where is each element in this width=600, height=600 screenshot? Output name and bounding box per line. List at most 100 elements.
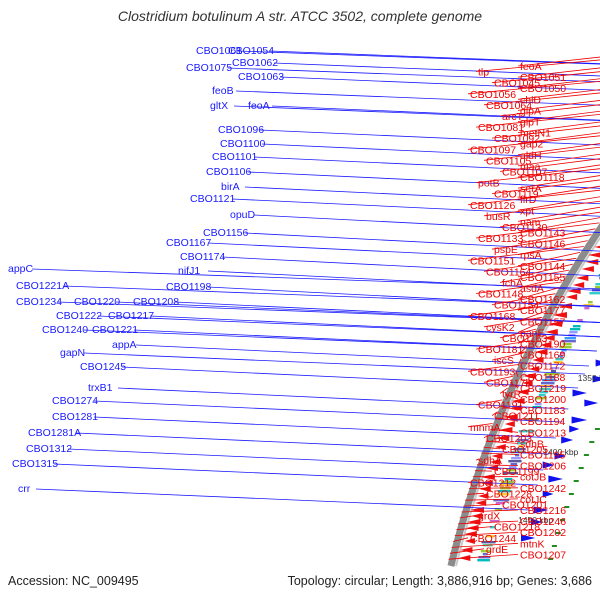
- reverse-gene-arrow: [491, 453, 503, 459]
- annotation-segment: [515, 454, 520, 457]
- reverse-gene-label: CBO1050: [520, 83, 566, 95]
- reverse-gene-label: iscS: [494, 355, 514, 367]
- reverse-gene-arrow: [494, 444, 506, 450]
- forward-label-line: [93, 400, 563, 423]
- reverse-gene-label: CBO1213: [520, 427, 566, 439]
- reverse-gene-label: CBO1144: [520, 261, 565, 273]
- forward-gene-arrow: [595, 359, 600, 367]
- forward-gene-label: CBO1100: [220, 138, 265, 150]
- forward-gene-label: CBO1096: [218, 124, 264, 136]
- annotation-segment: [507, 469, 516, 472]
- reverse-gene-label: CBO1168: [470, 311, 515, 323]
- reverse-gene-label: CBO1195: [520, 450, 565, 462]
- scale-dash: [551, 545, 557, 547]
- annotation-segment: [510, 463, 518, 466]
- reverse-label-line: [499, 328, 537, 339]
- forward-gene-label: gltX: [210, 100, 228, 112]
- reverse-gene-label: sdhB: [520, 438, 544, 450]
- forward-label-line: [247, 171, 600, 189]
- forward-gene-arrow: [571, 416, 588, 424]
- forward-label-line: [244, 186, 600, 205]
- scale-dash: [583, 454, 589, 456]
- forward-gene-label: gapN: [60, 347, 85, 359]
- reverse-label-line: [517, 322, 540, 333]
- forward-label-line: [149, 315, 600, 338]
- forward-label-line: [253, 214, 600, 233]
- reverse-gene-arrow: [539, 342, 552, 348]
- forward-label-line: [67, 448, 544, 471]
- scale-dash: [589, 441, 595, 443]
- reverse-gene-label: CBO1154: [494, 300, 539, 312]
- reverse-gene-arrow: [464, 531, 477, 537]
- scale-dash: [578, 467, 584, 469]
- forward-gene-arrow: [592, 375, 600, 383]
- annotation-segment: [541, 382, 555, 385]
- annotation-segment: [524, 418, 539, 421]
- forward-label-line: [227, 67, 600, 83]
- reverse-label-line: [517, 110, 600, 122]
- annotation-segment: [598, 274, 600, 277]
- reverse-gene-arrow: [522, 373, 536, 379]
- forward-label-line: [121, 366, 579, 389]
- forward-gene-label: trxB1: [88, 382, 113, 394]
- forward-label-line: [231, 198, 600, 217]
- reverse-gene-label: CBO1246: [520, 516, 566, 528]
- reverse-label-line: [458, 520, 519, 525]
- reverse-gene-label: tyrR: [502, 388, 522, 400]
- reverse-label-line: [467, 364, 519, 372]
- reverse-label-line: [517, 287, 559, 300]
- annotation-segment: [493, 499, 510, 502]
- reverse-label-line: [483, 146, 600, 161]
- reverse-label-line: [517, 78, 600, 89]
- annotation-segment: [481, 541, 496, 544]
- annotation-segment: [509, 466, 517, 469]
- reverse-gene-label: CBO1242: [520, 483, 566, 495]
- reverse-label-line: [517, 143, 600, 156]
- forward-label-line: [93, 416, 556, 439]
- forward-gene-label: CBO1245: [80, 361, 126, 373]
- reverse-gene-label: CBO1178: [486, 377, 531, 389]
- scale-dash: [560, 519, 565, 521]
- forward-gene-label: CBO1167: [166, 237, 211, 249]
- reverse-gene-label: grdX: [478, 511, 500, 523]
- forward-label-line: [97, 315, 600, 338]
- forward-label-line: [273, 62, 600, 77]
- reverse-label-line: [517, 311, 546, 322]
- forward-label-line: [31, 268, 600, 290]
- reverse-gene-label: CBO1164: [486, 266, 531, 278]
- annotation-segment: [569, 331, 578, 334]
- reverse-label-line: [467, 246, 584, 261]
- reverse-gene-label: CBO1064: [486, 100, 532, 112]
- reverse-gene-label: CBO1199: [494, 466, 539, 478]
- reverse-label-line: [483, 200, 600, 217]
- reverse-gene-arrow: [464, 538, 475, 544]
- reverse-label-line: [517, 185, 600, 200]
- annotation-segment: [508, 460, 522, 463]
- forward-label-line: [117, 387, 569, 410]
- annotation-segment: [561, 349, 567, 352]
- reverse-gene-label: tlp: [478, 67, 489, 79]
- forward-gene-arrow: [561, 436, 574, 444]
- reverse-gene-arrow: [467, 519, 481, 525]
- reverse-label-line: [491, 293, 556, 305]
- reverse-label-line: [499, 387, 508, 394]
- reverse-label-line: [499, 405, 519, 411]
- reverse-gene-arrow: [576, 275, 589, 281]
- reverse-gene-label: CBO1118: [520, 172, 565, 184]
- annotation-segment: [588, 301, 593, 304]
- reverse-gene-label: CBO1162: [520, 294, 565, 306]
- genome-summary-text: Topology: circular; Length: 3,886,916 bp…: [287, 574, 592, 588]
- forward-gene-label: nifJ1: [178, 265, 200, 277]
- annotation-segment: [535, 397, 547, 400]
- reverse-gene-label: CBO1051: [520, 72, 566, 84]
- annotation-segment: [553, 361, 563, 364]
- forward-gene-label: CBO1106: [206, 166, 251, 178]
- forward-label-line: [83, 352, 586, 375]
- reverse-label-line: [491, 125, 600, 139]
- reverse-gene-label: CBO1143: [520, 228, 565, 240]
- forward-label-line: [235, 90, 600, 106]
- reverse-label-line: [475, 168, 600, 183]
- forward-gene-arrow: [542, 461, 555, 469]
